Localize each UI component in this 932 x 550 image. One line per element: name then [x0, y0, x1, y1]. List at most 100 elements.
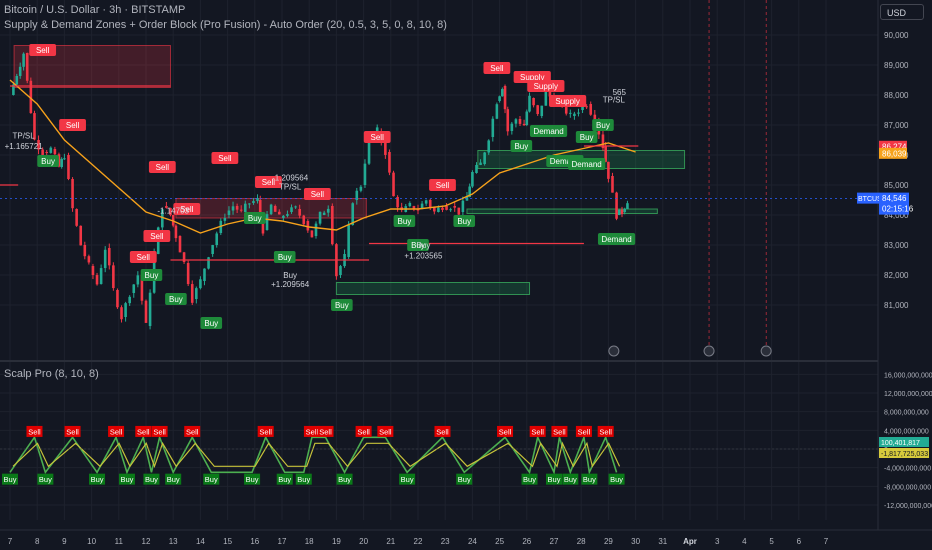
candle-body	[518, 119, 522, 124]
candle-body	[215, 233, 219, 246]
candle-body	[33, 113, 36, 140]
candle-body	[239, 209, 243, 211]
candle-body	[18, 66, 22, 76]
signal-label: Buy	[596, 121, 610, 130]
candle-body	[120, 307, 123, 320]
osc-buy-box	[562, 473, 579, 485]
osc-sell-label: Sell	[186, 427, 199, 436]
osc-sell-box	[151, 425, 168, 437]
osc-sell-label: Sell	[599, 427, 612, 436]
candle-body	[461, 200, 465, 212]
axis-background	[878, 0, 932, 550]
candle-body	[498, 96, 501, 101]
osc-buy-box	[165, 473, 182, 485]
osc-sell-box	[434, 425, 451, 437]
candle-body	[355, 190, 359, 200]
signal-box	[255, 176, 282, 188]
signal-label: Buy	[145, 271, 159, 280]
signal-label: Sell	[371, 133, 385, 142]
candle-body	[252, 201, 255, 203]
candle-body	[99, 268, 103, 284]
candle-body	[227, 210, 231, 215]
candle-body	[87, 256, 91, 263]
candle-body	[322, 212, 326, 215]
signal-box	[429, 179, 456, 191]
signal-label: Buy	[335, 301, 349, 310]
candle-body	[396, 197, 399, 208]
candle-body	[408, 202, 412, 207]
candle-body	[441, 207, 444, 210]
signal-box	[393, 215, 416, 227]
candle-body	[256, 198, 259, 202]
osc-sell-box	[184, 425, 201, 437]
osc-buy-box	[244, 473, 261, 485]
candle-body	[178, 236, 182, 253]
signal-box	[244, 212, 266, 224]
signal-box	[568, 158, 606, 170]
candle-body	[302, 215, 306, 225]
osc-sell-label: Sell	[153, 427, 166, 436]
candle-body	[57, 154, 61, 167]
osc-buy-label: Buy	[338, 475, 351, 484]
candle-body	[620, 209, 624, 215]
x-tick-label: 24	[468, 537, 477, 546]
signal-box	[510, 140, 533, 152]
signal-label: Buy	[411, 241, 425, 250]
osc-sell-label: Sell	[110, 427, 123, 436]
osc-buy-box	[118, 473, 135, 485]
currency-selector[interactable]: USD	[880, 4, 924, 20]
x-tick-label: 7	[824, 537, 829, 546]
osc-buy-box	[2, 473, 18, 485]
y-tick-label: 84,000	[884, 211, 909, 220]
candle-body	[286, 214, 289, 216]
candle-body	[112, 265, 115, 289]
candle-body	[91, 266, 95, 276]
symbol-title[interactable]: Bitcoin / U.S. Dollar · 3h · BITSTAMP	[4, 4, 186, 16]
candle-body	[514, 119, 518, 124]
signal-label: Supply	[555, 97, 579, 106]
price-tag-label: 86,274	[882, 142, 907, 151]
osc-tick-label: 16,000,000,000	[884, 372, 932, 379]
osc-buy-box	[89, 473, 106, 485]
x-tick-label: 8	[35, 537, 40, 546]
signal-box	[331, 299, 353, 311]
signal-label: Sell	[311, 190, 325, 199]
signal-box	[129, 251, 157, 263]
candle-body	[412, 206, 416, 210]
symbol-tag	[857, 192, 879, 204]
signal-box	[59, 119, 86, 131]
indicator-title[interactable]: Supply & Demand Zones + Order Block (Pro…	[4, 19, 447, 31]
signal-box	[407, 239, 429, 251]
signal-label: Buy	[169, 295, 183, 304]
annotation-text: -1.209564	[272, 174, 309, 183]
osc-buy-label: Buy	[278, 475, 291, 484]
signal-box	[148, 161, 176, 173]
osc-buy-box	[546, 473, 562, 485]
candle-body	[471, 171, 474, 187]
x-tick-label: 14	[196, 537, 205, 546]
candle-body	[261, 215, 265, 234]
x-tick-label: Apr	[683, 537, 697, 546]
signal-box	[303, 188, 331, 200]
candle-body	[124, 303, 127, 317]
candle-body	[433, 207, 436, 212]
x-tick-label: 23	[441, 537, 450, 546]
osc-sell-label: Sell	[553, 427, 566, 436]
annotation-text: TP/SL	[279, 183, 302, 192]
candle-body	[532, 98, 535, 106]
oscillator-title[interactable]: Scalp Pro (8, 10, 8)	[4, 368, 99, 380]
x-tick-label: 29	[604, 537, 613, 546]
osc-buy-label: Buy	[205, 475, 218, 484]
current-price-label: 84,546	[882, 194, 907, 203]
candle-body	[573, 113, 576, 116]
signal-label: Buy	[278, 253, 292, 262]
price-axis: 81,00082,00083,00084,00085,00086,00087,0…	[857, 0, 932, 550]
signal-label: Demand	[572, 160, 602, 169]
candle-body	[45, 152, 49, 153]
signal-box	[211, 152, 239, 164]
candle-body	[136, 275, 140, 285]
signal-label: Sell	[218, 154, 232, 163]
osc-buy-box	[295, 473, 312, 485]
candle-body	[83, 245, 87, 257]
